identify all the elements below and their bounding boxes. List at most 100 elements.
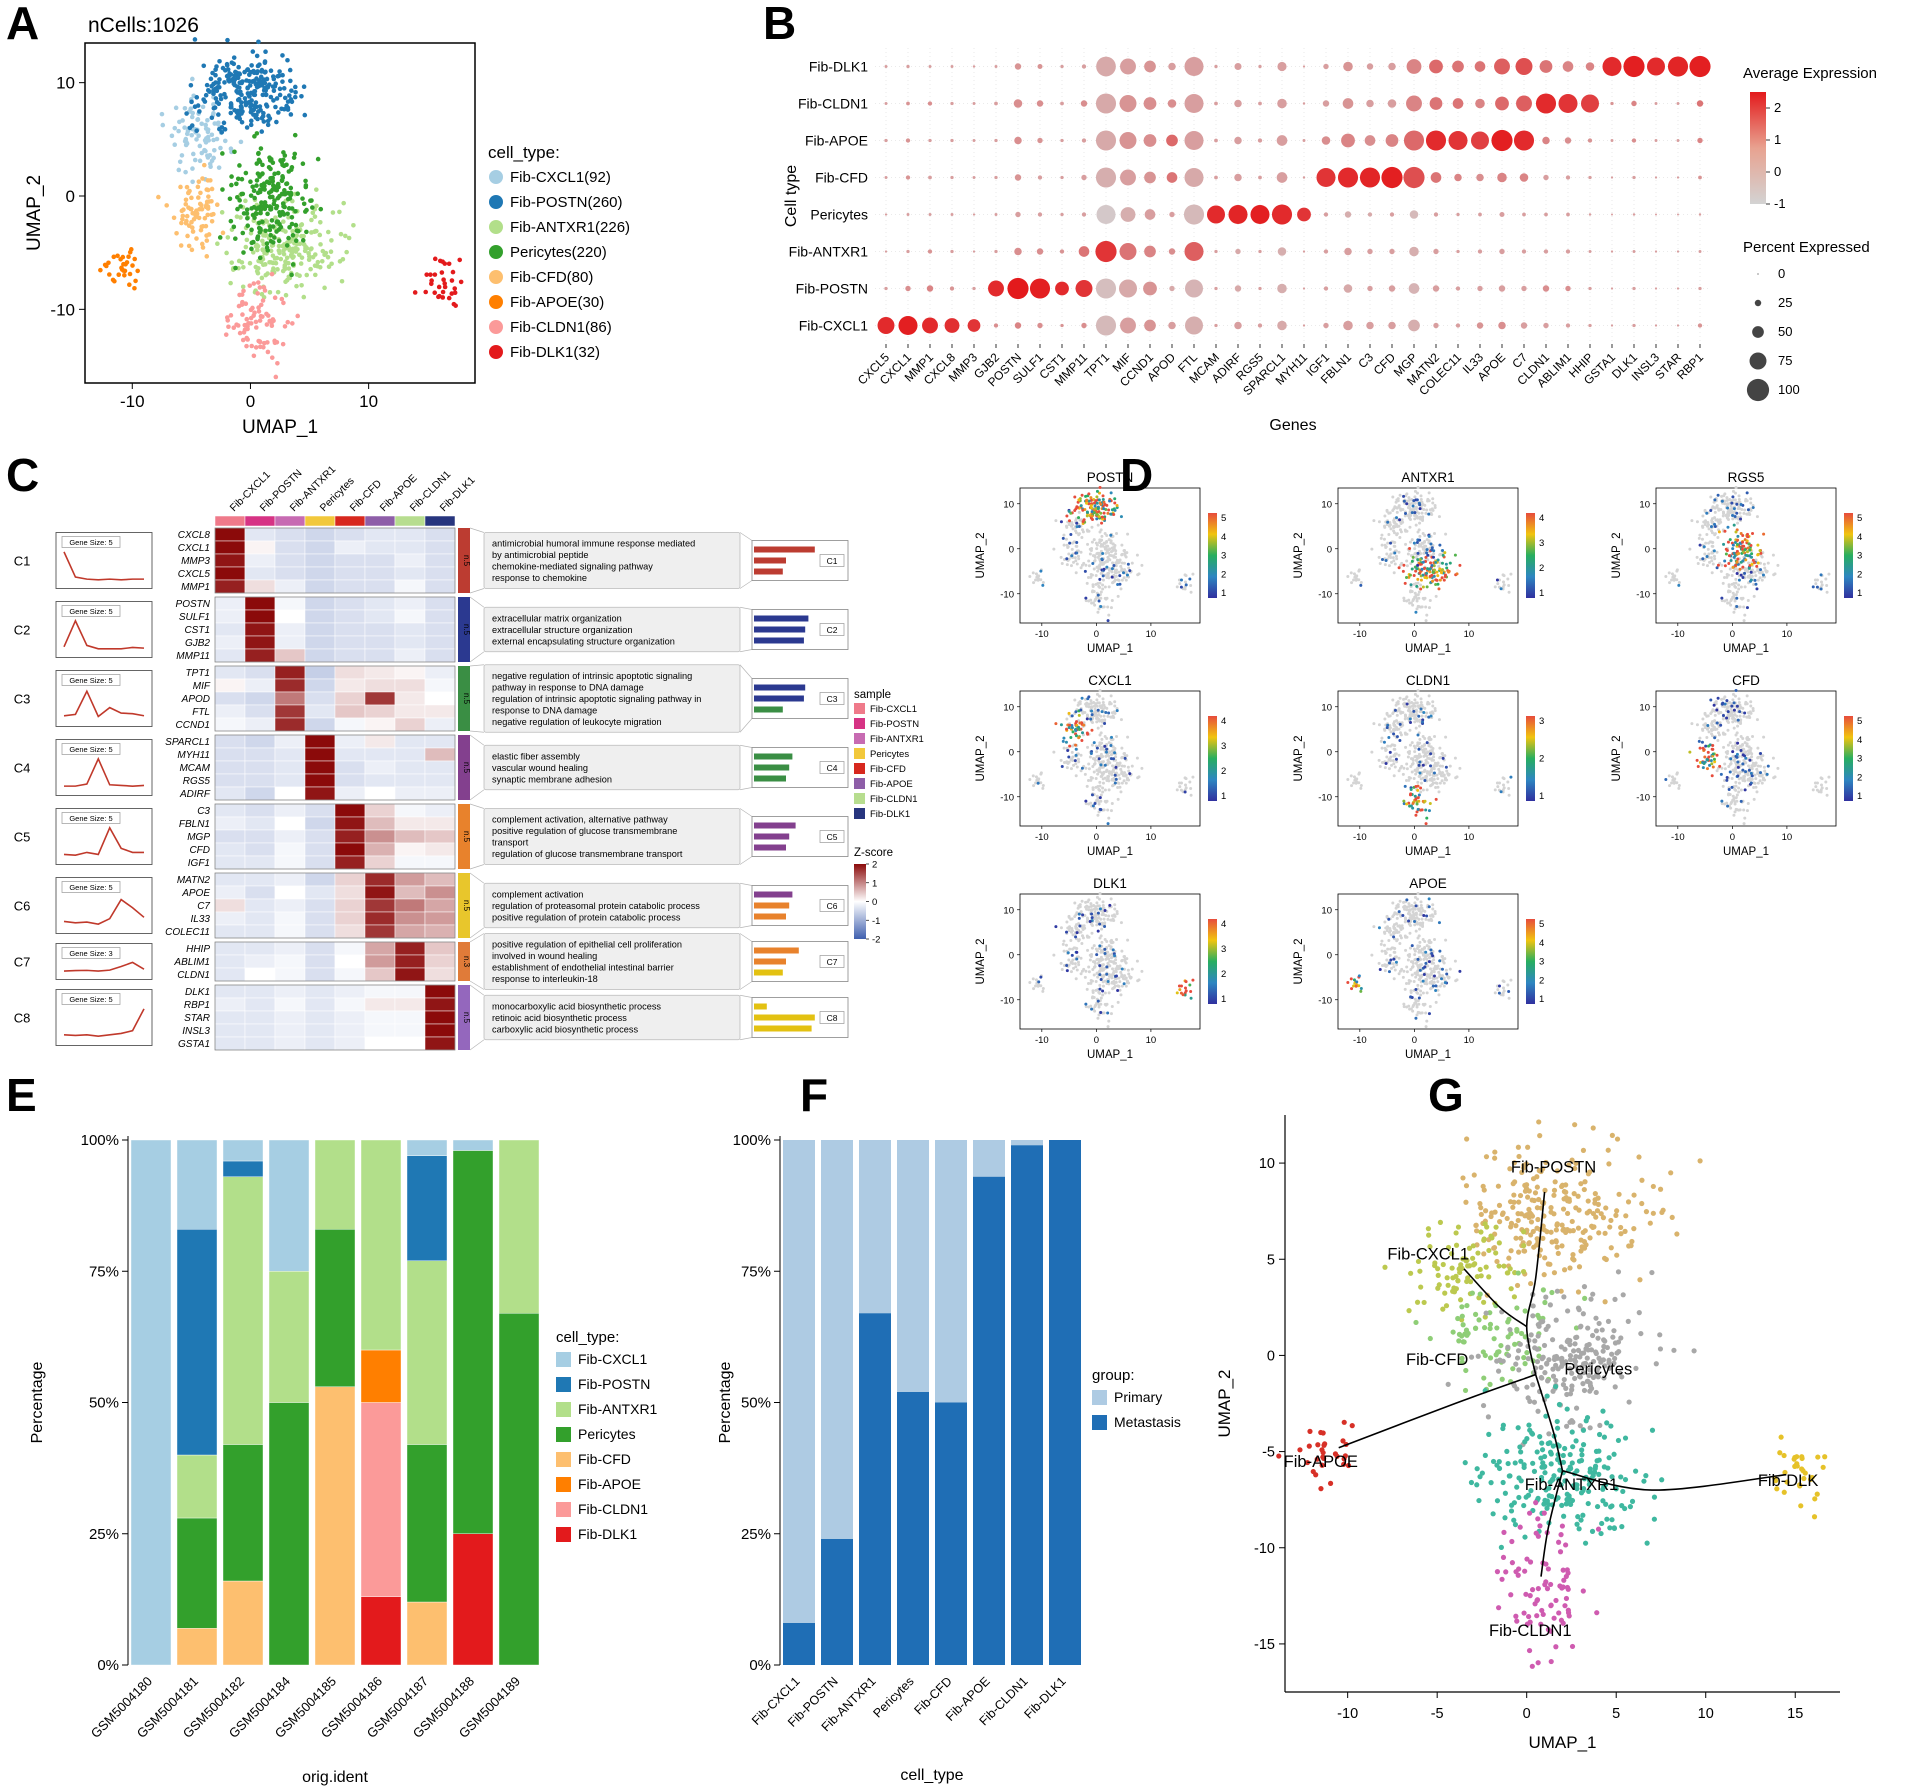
svg-text:-1: -1 xyxy=(872,916,880,927)
svg-text:C2: C2 xyxy=(827,625,838,635)
svg-text:Fib-CFD: Fib-CFD xyxy=(815,170,868,186)
svg-text:-10: -10 xyxy=(1000,792,1014,803)
svg-text:ABLIM1: ABLIM1 xyxy=(173,957,210,968)
svg-text:transport: transport xyxy=(492,838,529,848)
svg-text:2: 2 xyxy=(1221,569,1226,580)
panel-label-g: G xyxy=(1428,1069,1464,1121)
feature-plot-CLDN1: CLDN1 -10 0 10 -10 0 10 UMAP_1 UMAP_2 3 2 1 xyxy=(1293,673,1544,858)
svg-text:Fib-CLDN1: Fib-CLDN1 xyxy=(798,96,868,112)
svg-text:0: 0 xyxy=(1730,832,1735,843)
svg-text:50: 50 xyxy=(1778,324,1792,339)
svg-text:0: 0 xyxy=(246,392,255,411)
svg-text:2: 2 xyxy=(1857,569,1862,580)
panel-c-legends: sample Fib-CXCL1 Fib-POSTN Fib-ANTXR1 Pericy… xyxy=(854,689,924,946)
svg-text:RBP1: RBP1 xyxy=(184,1000,210,1011)
svg-text:0: 0 xyxy=(1009,544,1014,555)
svg-text:10: 10 xyxy=(1321,499,1332,510)
svg-text:Fib-ANTXR1(226): Fib-ANTXR1(226) xyxy=(510,219,630,236)
svg-text:C4: C4 xyxy=(827,763,838,773)
svg-text:IL33: IL33 xyxy=(191,914,211,925)
svg-text:Pericytes(220): Pericytes(220) xyxy=(510,244,607,261)
svg-text:10: 10 xyxy=(1639,499,1650,510)
svg-text:APOE: APOE xyxy=(181,888,210,899)
svg-text:GSTA1: GSTA1 xyxy=(178,1039,210,1050)
svg-text:UMAP_1: UMAP_1 xyxy=(1087,643,1133,655)
svg-text:FTL: FTL xyxy=(192,707,210,718)
svg-text:1: 1 xyxy=(1774,132,1781,147)
svg-text:75: 75 xyxy=(1778,353,1792,368)
svg-text:-10: -10 xyxy=(1035,832,1049,843)
svg-text:sample: sample xyxy=(854,689,891,701)
svg-text:extracellular structure organi: extracellular structure organization xyxy=(492,625,632,635)
svg-text:-2: -2 xyxy=(872,935,880,946)
svg-text:MIF: MIF xyxy=(193,681,211,692)
svg-text:CXCL5: CXCL5 xyxy=(178,569,211,580)
svg-text:UMAP_2: UMAP_2 xyxy=(975,735,987,781)
svg-text:Gene Size: 5: Gene Size: 5 xyxy=(69,607,112,616)
svg-text:UMAP_2: UMAP_2 xyxy=(1611,735,1623,781)
svg-text:10: 10 xyxy=(1639,702,1650,713)
svg-text:C3: C3 xyxy=(827,694,838,704)
panel-a-title: nCells:1026 xyxy=(88,14,199,37)
svg-text:0: 0 xyxy=(1645,747,1650,758)
svg-text:POSTN: POSTN xyxy=(1087,470,1134,485)
svg-text:C7: C7 xyxy=(827,957,838,967)
svg-text:n.5: n.5 xyxy=(462,693,471,705)
svg-text:antimicrobial humoral immune r: antimicrobial humoral immune response me… xyxy=(492,539,695,549)
svg-text:negative regulation of leukocy: negative regulation of leukocyte migrati… xyxy=(492,717,662,727)
svg-text:3: 3 xyxy=(1539,538,1544,549)
svg-text:Gene Size: 5: Gene Size: 5 xyxy=(69,538,112,547)
svg-text:Genes: Genes xyxy=(1269,417,1316,434)
svg-text:elastic fiber assembly: elastic fiber assembly xyxy=(492,751,580,761)
svg-text:Fib-CLDN1: Fib-CLDN1 xyxy=(870,794,918,805)
svg-text:HHIP: HHIP xyxy=(186,944,210,955)
svg-text:RGS5: RGS5 xyxy=(183,776,211,787)
panel-d-featureplots: POSTN-10 0 10-10010UMAP_1UMAP_254321ANTXR1… xyxy=(975,470,1862,1061)
svg-text:extracellular matrix organizat: extracellular matrix organization xyxy=(492,613,622,623)
svg-text:2: 2 xyxy=(1221,766,1226,777)
svg-text:GJB2: GJB2 xyxy=(185,638,210,649)
svg-text:STAR: STAR xyxy=(184,1013,210,1024)
svg-text:C2: C2 xyxy=(14,623,31,638)
svg-text:Fib-ANTXR1: Fib-ANTXR1 xyxy=(789,244,869,260)
svg-text:2: 2 xyxy=(1774,100,1781,115)
svg-text:regulation of intrinsic apopto: regulation of intrinsic apoptotic signal… xyxy=(492,694,701,704)
svg-text:UMAP_2: UMAP_2 xyxy=(1293,735,1305,781)
svg-text:C5: C5 xyxy=(14,830,31,845)
svg-text:response to DNA damage: response to DNA damage xyxy=(492,705,597,715)
svg-text:n.5: n.5 xyxy=(462,831,471,843)
panel-f-stackedbar-chart: 0%25%50%75%100%cell_typePercentageFib-CX… xyxy=(717,1132,1181,1784)
svg-text:0: 0 xyxy=(1094,832,1099,843)
trajectory-umap-points xyxy=(1276,1119,1828,1669)
svg-text:carboxylic acid biosynthetic p: carboxylic acid biosynthetic process xyxy=(492,1024,638,1034)
svg-text:MATN2: MATN2 xyxy=(177,875,211,886)
heatmap-cluster-C2: C2 Gene Size: 5 POSTN SULF1 CST1 GJB2 MMP11 n.5… xyxy=(14,596,849,663)
svg-text:5: 5 xyxy=(1857,513,1862,524)
svg-text:MYH11: MYH11 xyxy=(177,750,210,761)
svg-text:10: 10 xyxy=(1782,832,1793,843)
svg-text:CFD: CFD xyxy=(1732,673,1760,688)
svg-text:Gene Size: 5: Gene Size: 5 xyxy=(69,676,112,685)
svg-text:FBLN1: FBLN1 xyxy=(179,819,210,830)
svg-text:3: 3 xyxy=(1221,741,1226,752)
svg-text:vascular wound healing: vascular wound healing xyxy=(492,763,588,773)
panel-e-legend: cell_type:Fib-CXCL1Fib-POSTNFib-ANTXR1Pe… xyxy=(556,1329,658,1542)
svg-text:2: 2 xyxy=(1539,563,1544,574)
svg-text:4: 4 xyxy=(1539,513,1544,524)
svg-text:-10: -10 xyxy=(1671,629,1685,640)
svg-text:MGP: MGP xyxy=(187,832,210,843)
svg-text:INSL3: INSL3 xyxy=(182,1026,210,1037)
svg-text:-10: -10 xyxy=(1318,792,1332,803)
svg-text:synaptic membrane adhesion: synaptic membrane adhesion xyxy=(492,774,612,784)
svg-text:25: 25 xyxy=(1778,295,1792,310)
svg-text:CCND1: CCND1 xyxy=(176,720,210,731)
svg-text:CLDN1: CLDN1 xyxy=(177,970,210,981)
svg-text:100: 100 xyxy=(1778,382,1800,397)
svg-text:Gene Size: 5: Gene Size: 5 xyxy=(69,883,112,892)
svg-text:positive regulation of protein: positive regulation of protein catabolic… xyxy=(492,912,681,922)
svg-text:0: 0 xyxy=(1778,266,1785,281)
svg-text:Fib-CLDN1(86): Fib-CLDN1(86) xyxy=(510,319,612,336)
svg-text:-10: -10 xyxy=(1353,832,1367,843)
svg-text:n.5: n.5 xyxy=(462,624,471,636)
svg-text:Fib-DLK1: Fib-DLK1 xyxy=(809,59,868,75)
